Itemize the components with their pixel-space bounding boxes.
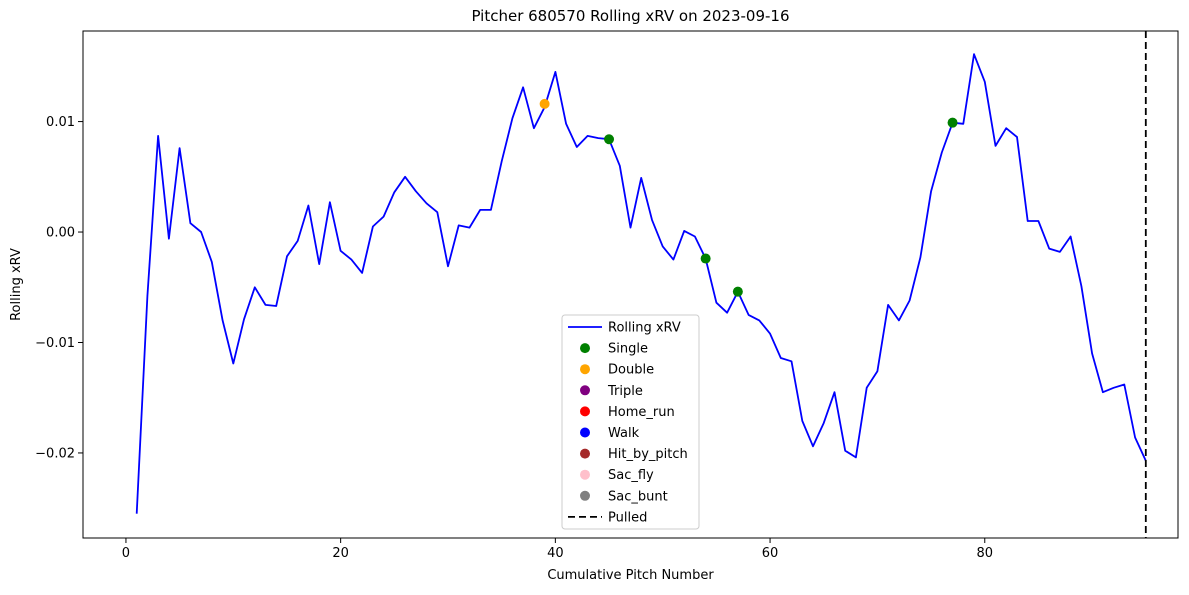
- series-layer: [135, 53, 1147, 514]
- x-tick-label: 60: [762, 546, 779, 561]
- legend-box: [561, 314, 700, 530]
- legend-label: Hit_by_pitch: [608, 447, 688, 462]
- x-axis-ticks: 0 20 40 60 80: [122, 538, 993, 561]
- y-tick-label: −0.02: [35, 446, 75, 461]
- event-point-single: [604, 134, 615, 145]
- legend-label: Pulled: [608, 510, 647, 525]
- x-axis-label: Cumulative Pitch Number: [547, 568, 714, 583]
- legend-label: Single: [608, 342, 648, 357]
- legend-symbol-walk: [580, 427, 590, 438]
- legend-label: Sac_fly: [608, 468, 654, 483]
- x-tick-label: 40: [547, 546, 564, 561]
- legend-label: Triple: [607, 384, 643, 399]
- y-tick-label: 0.01: [46, 115, 75, 130]
- y-axis-label: Rolling xRV: [9, 248, 24, 321]
- y-tick-label: −0.01: [35, 336, 75, 351]
- chart-legend: Rolling xRV Single Double Triple Home_run Wal…: [561, 314, 700, 530]
- series-line-rolling-xrv: [135, 53, 1147, 514]
- plot-area-frame: [82, 30, 1179, 539]
- legend-symbol-home-run: [580, 406, 590, 417]
- y-tick-label: 0.00: [46, 226, 75, 241]
- chart-title: Pitcher 680570 Rolling xRV on 2023-09-16: [471, 7, 789, 25]
- legend-label: Double: [608, 363, 654, 378]
- legend-label: Home_run: [608, 405, 675, 420]
- legend-symbol-sac-fly: [580, 469, 590, 480]
- legend-symbol-single: [580, 343, 590, 354]
- event-point-double: [539, 98, 550, 109]
- legend-symbol-hit-by-pitch: [580, 448, 590, 459]
- x-tick-label: 20: [332, 546, 349, 561]
- x-tick-label: 80: [976, 546, 993, 561]
- x-tick-label: 0: [122, 546, 130, 561]
- legend-symbol-sac-bunt: [580, 490, 590, 501]
- event-point-single: [700, 253, 711, 264]
- legend-label: Rolling xRV: [608, 321, 681, 336]
- legend-label: Sac_bunt: [608, 489, 668, 504]
- y-axis-ticks: −0.02 −0.01 0.00 0.01: [35, 115, 83, 461]
- legend-symbol-triple: [580, 385, 590, 396]
- legend-label: Walk: [608, 426, 640, 441]
- event-point-single: [947, 117, 958, 128]
- event-markers: [539, 98, 958, 297]
- event-point-single: [732, 286, 743, 297]
- legend-symbol-double: [580, 364, 590, 375]
